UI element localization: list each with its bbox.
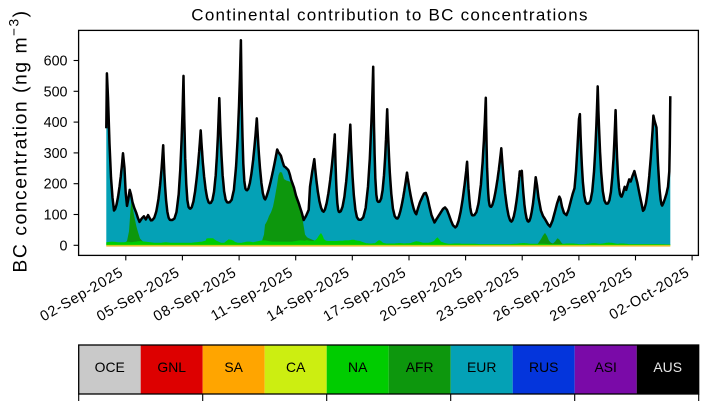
svg-text:NA: NA	[348, 359, 368, 375]
svg-text:BC concentration (ng m−3): BC concentration (ng m−3)	[6, 9, 31, 272]
svg-text:600: 600	[44, 54, 68, 70]
svg-text:200: 200	[44, 177, 68, 193]
svg-text:300: 300	[44, 146, 68, 162]
svg-text:AUS: AUS	[653, 359, 682, 375]
svg-text:AFR: AFR	[406, 359, 434, 375]
svg-text:100: 100	[44, 208, 68, 224]
svg-text:CA: CA	[286, 359, 306, 375]
svg-text:EUR: EUR	[467, 359, 496, 375]
svg-text:400: 400	[44, 115, 68, 131]
svg-text:RUS: RUS	[529, 359, 558, 375]
svg-text:SA: SA	[224, 359, 243, 375]
svg-text:OCE: OCE	[95, 359, 125, 375]
svg-text:0: 0	[60, 238, 68, 254]
svg-text:ASI: ASI	[595, 359, 617, 375]
svg-text:Continental contribution to BC: Continental contribution to BC concentra…	[191, 6, 588, 25]
svg-text:500: 500	[44, 84, 68, 100]
svg-text:GNL: GNL	[157, 359, 186, 375]
